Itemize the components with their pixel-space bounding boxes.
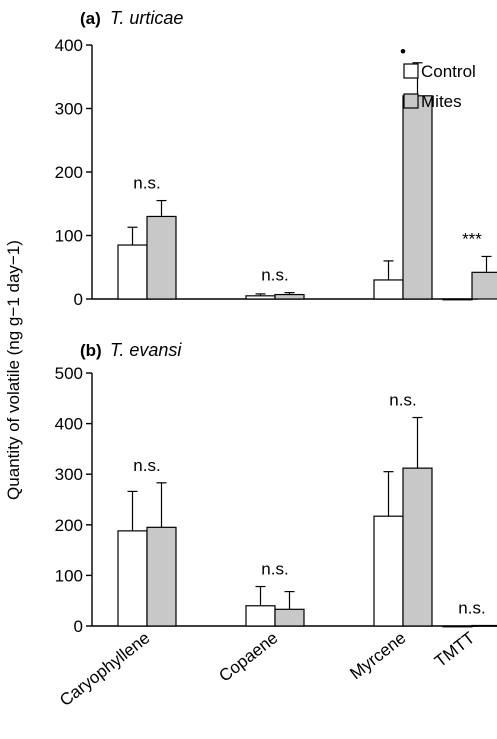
panel-label: (b) <box>80 341 102 360</box>
legend: Control Mites <box>403 62 476 111</box>
chart-panels: 0 100 200 300 400 (a) T. urticae n.s. n.s. • *** Co… <box>55 8 497 636</box>
significance-label: n.s. <box>458 598 485 617</box>
bar-control-caryophyllene <box>117 530 148 627</box>
bar-control-caryophyllene <box>117 244 148 300</box>
significance-label: • <box>400 42 406 61</box>
significance-label: n.s. <box>389 391 416 410</box>
y-axis-label: Quantity of volatile (ng g−1 day−1) <box>4 240 23 500</box>
bar-mites-myrcene <box>402 95 433 300</box>
bar-mites-myrcene <box>402 467 433 627</box>
significance-label: n.s. <box>133 174 160 193</box>
bar-control-tmtt <box>442 625 473 628</box>
y-tick-label: 300 <box>55 100 83 119</box>
bar-mites-caryophyllene <box>146 526 177 627</box>
legend-swatch <box>403 93 419 109</box>
panel-b: 0 100 200 300 400 500 (b) T. evansi n.s. n.s. n.s.… <box>55 340 497 636</box>
bar-mites-caryophyllene <box>146 215 177 300</box>
x-tick-label: TMTT <box>431 628 478 671</box>
bar-mites-tmtt <box>471 271 497 300</box>
legend-swatch <box>403 63 419 79</box>
y-tick-label: 200 <box>55 163 83 182</box>
bar-control-tmtt <box>442 298 473 301</box>
y-tick-label: 400 <box>55 36 83 55</box>
panel-a: 0 100 200 300 400 (a) T. urticae n.s. n.s. • *** Co… <box>55 8 497 309</box>
bar-control-myrcene <box>373 279 404 300</box>
y-tick-label: 400 <box>55 415 83 434</box>
significance-label: n.s. <box>261 560 288 579</box>
y-tick-label: 0 <box>74 617 83 636</box>
y-tick-label: 300 <box>55 465 83 484</box>
panel-species: T. urticae <box>110 8 183 28</box>
bar-control-copaene <box>245 295 276 300</box>
x-tick-label: Myrcene <box>346 628 409 683</box>
significance-label: n.s. <box>133 456 160 475</box>
significance-label: n.s. <box>261 266 288 285</box>
y-tick-label: 500 <box>55 364 83 383</box>
bar-mites-copaene <box>274 293 305 300</box>
bar-control-myrcene <box>373 515 404 627</box>
bar-mites-tmtt <box>471 624 497 627</box>
x-tick-label: Copaene <box>215 628 281 685</box>
y-tick-label: 0 <box>74 290 83 309</box>
bar-mites-copaene <box>274 608 305 627</box>
y-tick-label: 200 <box>55 516 83 535</box>
panel-species: T. evansi <box>110 340 182 360</box>
x-axis-categories: Caryophyllene Copaene Myrcene TMTT <box>56 628 478 710</box>
bar-control-copaene <box>245 605 276 627</box>
legend-label: Mites <box>421 92 462 111</box>
y-tick-label: 100 <box>55 227 83 246</box>
y-tick-label: 100 <box>55 566 83 585</box>
x-tick-label: Caryophyllene <box>56 628 153 710</box>
significance-label: *** <box>462 229 482 248</box>
legend-label: Control <box>421 62 476 81</box>
panel-label: (a) <box>80 9 101 28</box>
